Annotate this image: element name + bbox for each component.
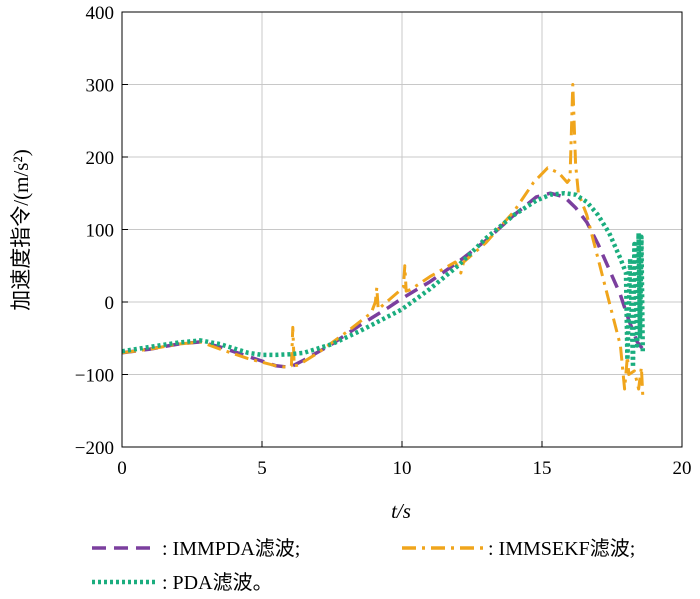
y-tick-label: 400 [86,3,115,24]
x-tick-label: 0 [117,458,127,479]
plot-series [121,83,646,397]
series-line-immsekf [121,83,645,397]
y-tick-label: −200 [75,438,114,459]
y-tick-label: 200 [86,148,115,169]
grid-lines [122,12,682,447]
legend-label-immsekf: : IMMSEKF滤波; [488,537,635,560]
series-line-immpda [121,191,645,370]
y-axis-label: 加速度指令/(m/s²) [9,149,33,310]
y-tick-label: 100 [86,221,115,242]
x-tick-label: 10 [393,458,412,479]
x-tick-label: 20 [673,458,692,479]
legend-label-immpda: : IMMPDA滤波; [162,537,300,560]
tick-labels: 0 5 10 15 20 400 300 200 100 0 −100 −200 [75,3,692,479]
x-tick-label: 5 [257,458,267,479]
y-tick-label: −100 [75,366,114,387]
y-tick-label: 300 [86,76,115,97]
x-tick-label: 15 [533,458,552,479]
y-tick-label: 0 [105,293,115,314]
x-axis-label: t/s [391,499,411,523]
axis-ticks [121,11,683,448]
series-line-pda [121,190,646,370]
legend-label-pda: : PDA滤波。 [162,571,273,594]
legend: : IMMPDA滤波; : IMMSEKF滤波; : PDA滤波。 [92,537,635,594]
